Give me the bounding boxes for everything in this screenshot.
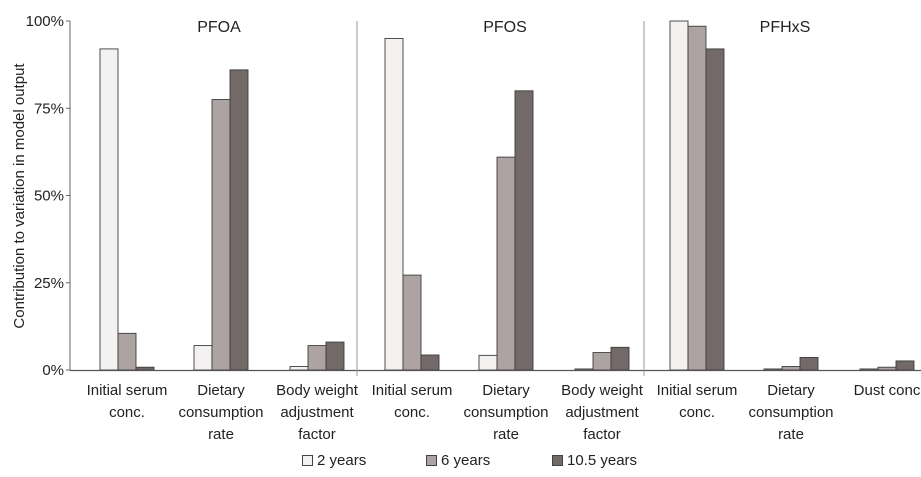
bar bbox=[705, 48, 725, 371]
panel-title: PFHxS bbox=[760, 19, 811, 36]
legend-item-6-years: 6 years bbox=[426, 452, 490, 469]
bar bbox=[325, 341, 345, 371]
legend-label: 6 years bbox=[441, 452, 491, 469]
bar bbox=[117, 332, 137, 371]
bar bbox=[135, 366, 155, 371]
x-tick-label: Body weight adjustment factor bbox=[276, 382, 359, 443]
y-axis-label: Contribution to variation in model outpu… bbox=[11, 63, 28, 329]
bar bbox=[514, 90, 534, 371]
x-tick-label: Initial serum conc. bbox=[372, 382, 453, 421]
bar bbox=[307, 345, 327, 371]
y-tick-label: 75% bbox=[34, 100, 64, 117]
y-tick-label: 100% bbox=[26, 13, 64, 30]
bar bbox=[610, 346, 630, 371]
x-tick-label: Body weight adjustment factor bbox=[561, 382, 644, 443]
bar bbox=[193, 345, 213, 371]
y-tick-label: 50% bbox=[34, 188, 64, 205]
x-tick-label: Dietary consumption rate bbox=[748, 382, 833, 443]
legend-swatch-6-years bbox=[426, 455, 437, 466]
bar bbox=[859, 368, 879, 371]
x-tick-label: Dust conc bbox=[854, 382, 921, 399]
panel-title: PFOA bbox=[197, 19, 241, 36]
bar bbox=[478, 354, 498, 371]
legend: 2 years 6 years 10.5 years bbox=[0, 452, 921, 474]
bar bbox=[687, 25, 707, 371]
panel-title: PFOS bbox=[483, 19, 527, 36]
x-tick-label: Dietary consumption rate bbox=[463, 382, 548, 443]
bar bbox=[877, 366, 897, 371]
x-tick-label: Dietary consumption rate bbox=[178, 382, 263, 443]
bar bbox=[763, 368, 783, 371]
x-tick-label: Initial serum conc. bbox=[657, 382, 738, 421]
legend-label: 2 years bbox=[317, 452, 367, 469]
bar bbox=[895, 360, 915, 371]
y-tick-label: 0% bbox=[42, 362, 64, 379]
legend-swatch-2-years bbox=[302, 455, 313, 466]
bar bbox=[496, 156, 516, 371]
legend-label: 10.5 years bbox=[567, 452, 638, 469]
bar bbox=[781, 366, 801, 371]
bar bbox=[99, 48, 119, 371]
y-tick-label: 25% bbox=[34, 275, 64, 292]
bar bbox=[574, 368, 594, 371]
x-tick-label: Initial serum conc. bbox=[87, 382, 168, 421]
bar bbox=[592, 352, 612, 371]
bar bbox=[669, 20, 689, 371]
bar bbox=[799, 356, 819, 371]
bar bbox=[402, 274, 422, 371]
legend-swatch-10-5-years bbox=[552, 455, 563, 466]
legend-item-2-years: 2 years bbox=[302, 452, 366, 469]
chart: Contribution to variation in model outpu… bbox=[11, 13, 921, 443]
bar bbox=[229, 69, 249, 371]
bar bbox=[384, 38, 404, 371]
bar bbox=[211, 99, 231, 371]
bar bbox=[420, 354, 440, 371]
legend-item-10-5-years: 10.5 years bbox=[552, 452, 637, 469]
bar bbox=[289, 366, 309, 371]
